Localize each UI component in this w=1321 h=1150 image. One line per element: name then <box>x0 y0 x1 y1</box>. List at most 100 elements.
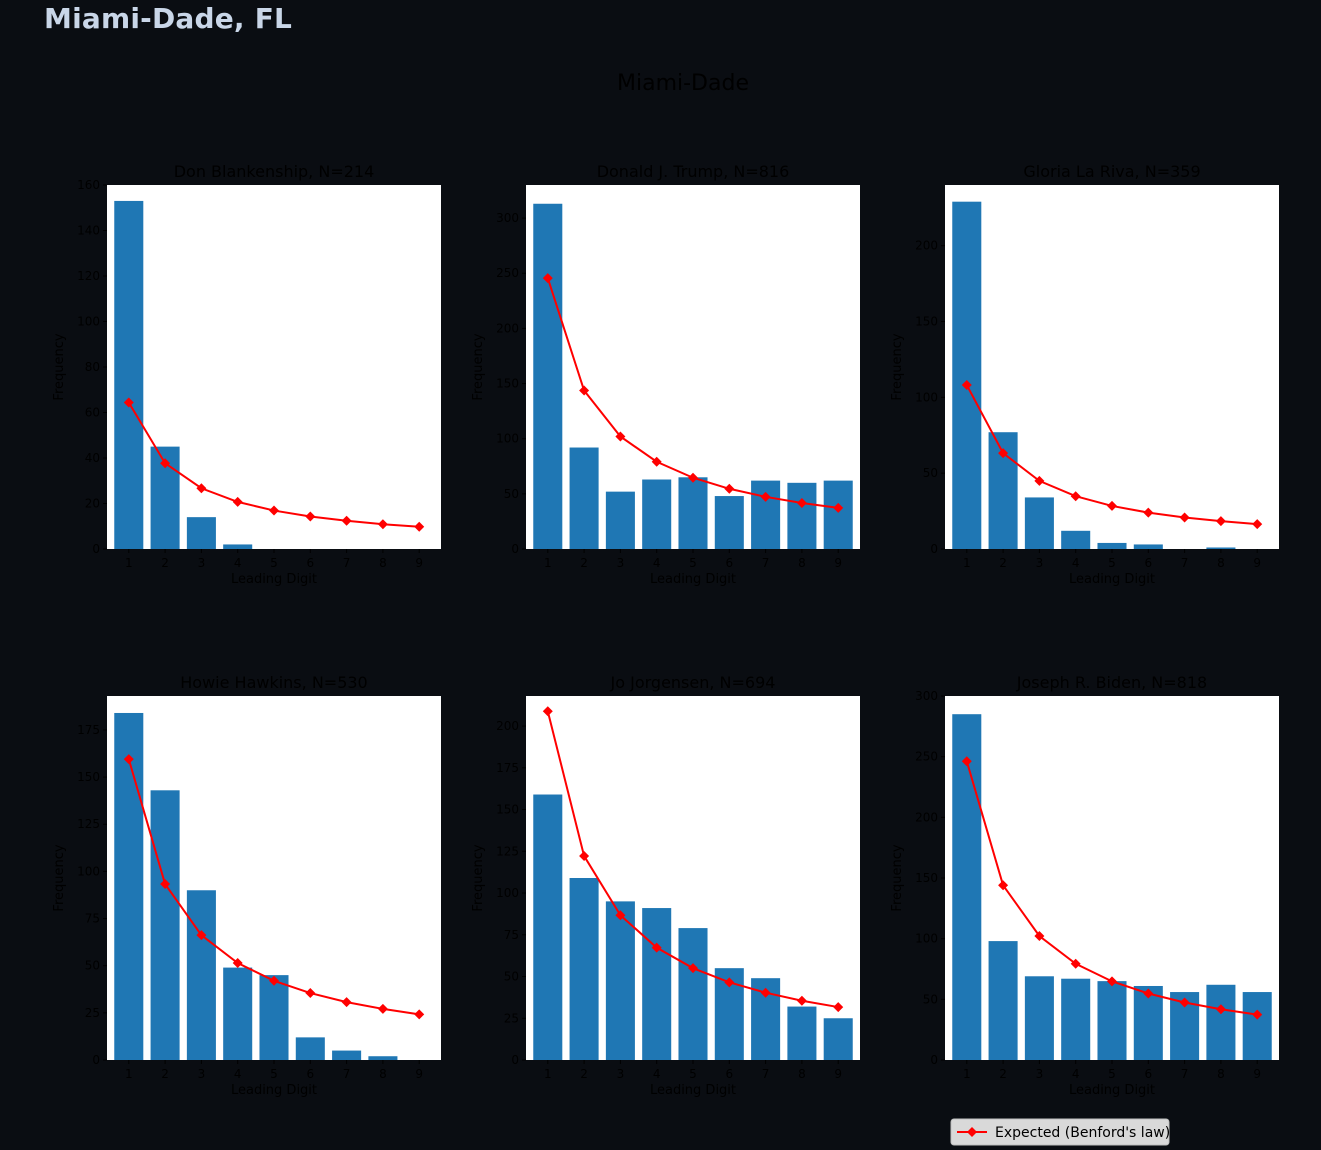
expected-marker-5 <box>688 963 698 974</box>
panel-2: 0 50 100 150 200 250 300 1 2 3 4 5 6 7 8 9 Leading Digit… <box>471 162 860 587</box>
expected-marker-7 <box>1179 997 1190 1008</box>
expected-marker-8 <box>796 995 807 1006</box>
expected-marker-4 <box>232 958 243 969</box>
bar-digit-6 <box>1133 544 1163 549</box>
x-tick-label: 4 <box>234 1067 242 1081</box>
x-tick-label: 2 <box>580 1067 588 1081</box>
bar-digit-5 <box>259 975 289 1060</box>
bar-digit-2 <box>150 790 180 1060</box>
expected-marker-6 <box>1143 507 1154 518</box>
bar-digit-1 <box>114 712 144 1060</box>
y-axis-label: Frequency <box>890 844 905 911</box>
x-tick-label: 6 <box>306 556 314 570</box>
x-tick-label: 9 <box>415 556 423 570</box>
y-tick-label: 75 <box>85 912 100 926</box>
y-tick-label: 50 <box>923 466 938 480</box>
expected-marker-9 <box>1252 519 1263 530</box>
y-tick-label: 50 <box>923 992 938 1006</box>
x-tick-label: 4 <box>1072 1067 1080 1081</box>
x-tick-label: 3 <box>617 1067 625 1081</box>
panel-title: Don Blankenship, N=214 <box>174 162 375 181</box>
bar-digit-3 <box>605 901 635 1060</box>
y-tick-label: 150 <box>77 770 100 784</box>
expected-marker-3 <box>196 930 207 941</box>
y-axis-label: Frequency <box>471 844 486 911</box>
expected-marker-2 <box>579 385 590 396</box>
y-tick-label: 80 <box>85 360 100 374</box>
x-tick-label: 9 <box>1253 556 1261 570</box>
bar-digit-1 <box>952 201 982 549</box>
y-axis-label: Frequency <box>890 333 905 400</box>
expected-marker-6 <box>1143 988 1154 999</box>
x-tick-label: 1 <box>125 1067 133 1081</box>
y-tick-label: 160 <box>77 178 100 192</box>
bar-digit-1 <box>114 200 144 550</box>
bar-digit-9 <box>1242 992 1272 1060</box>
y-tick-label: 0 <box>511 1053 519 1067</box>
panel-title: Jo Jorgensen, N=694 <box>610 673 776 692</box>
x-tick-label: 1 <box>544 1067 552 1081</box>
panel-3: 0 50 100 150 200 1 2 3 4 5 6 7 8 9 Leading Digit Freque… <box>890 162 1279 587</box>
expected-marker-7 <box>1179 512 1190 523</box>
y-tick-label: 150 <box>496 803 519 817</box>
panel-title: Gloria La Riva, N=359 <box>1023 162 1200 181</box>
x-tick-label: 8 <box>1217 1067 1225 1081</box>
expected-marker-3 <box>196 483 207 494</box>
bar-digit-5 <box>1097 542 1127 549</box>
expected-marker-4 <box>1070 491 1081 502</box>
y-tick-label: 25 <box>504 1011 519 1025</box>
y-tick-label: 0 <box>930 542 938 556</box>
legend-marker <box>967 1127 977 1137</box>
panel-4: 0 25 50 75 100 125 150 175 1 2 3 4 5 6 7 8 9 Leading Digi… <box>52 673 441 1098</box>
x-tick-label: 5 <box>689 556 697 570</box>
y-tick-label: 100 <box>496 432 519 446</box>
bar-digit-8 <box>1206 547 1236 549</box>
y-tick-label: 300 <box>496 211 519 225</box>
legend-label: Expected (Benford's law) <box>995 1125 1170 1141</box>
bar-digit-1 <box>533 203 563 549</box>
expected-marker-9 <box>414 1009 425 1020</box>
x-tick-label: 1 <box>963 1067 971 1081</box>
x-tick-label: 2 <box>161 556 169 570</box>
y-tick-label: 200 <box>915 810 938 824</box>
x-tick-label: 2 <box>999 1067 1007 1081</box>
expected-marker-8 <box>1215 516 1226 527</box>
y-tick-label: 200 <box>496 321 519 335</box>
x-tick-label: 7 <box>762 1067 770 1081</box>
bar-digit-9 <box>823 480 853 549</box>
expected-marker-6 <box>724 483 735 494</box>
expected-marker-9 <box>414 521 425 532</box>
expected-marker-1 <box>123 754 134 765</box>
panel-title: Joseph R. Biden, N=818 <box>1016 673 1207 692</box>
x-tick-label: 8 <box>1217 556 1225 570</box>
x-tick-label: 5 <box>1108 556 1116 570</box>
x-tick-label: 9 <box>834 1067 842 1081</box>
y-tick-label: 50 <box>504 970 519 984</box>
y-tick-label: 150 <box>915 315 938 329</box>
legend: Expected (Benford's law) <box>950 1118 1170 1146</box>
expected-marker-4 <box>1070 958 1081 969</box>
y-axis-label: Frequency <box>471 333 486 400</box>
x-tick-label: 2 <box>999 556 1007 570</box>
x-tick-label: 6 <box>725 1067 733 1081</box>
expected-marker-8 <box>796 498 807 509</box>
bar-digit-1 <box>952 714 982 1060</box>
expected-marker-9 <box>1252 1009 1263 1020</box>
x-tick-label: 5 <box>270 1067 278 1081</box>
expected-marker-5 <box>1107 500 1117 511</box>
y-tick-label: 125 <box>77 817 100 831</box>
x-axis-label: Leading Digit <box>231 1083 317 1098</box>
y-tick-label: 175 <box>496 761 519 775</box>
expected-marker-3 <box>1034 475 1045 486</box>
bar-digit-4 <box>1061 978 1091 1060</box>
y-tick-label: 100 <box>496 886 519 900</box>
expected-marker-5 <box>269 975 279 986</box>
bar-digit-4 <box>223 967 253 1060</box>
y-tick-label: 50 <box>85 959 100 973</box>
y-tick-label: 140 <box>77 224 100 238</box>
x-tick-label: 6 <box>725 556 733 570</box>
page-title: Miami-Dade, FL <box>44 2 293 35</box>
bar-digit-3 <box>1024 976 1054 1060</box>
y-axis-label: Frequency <box>52 844 67 911</box>
